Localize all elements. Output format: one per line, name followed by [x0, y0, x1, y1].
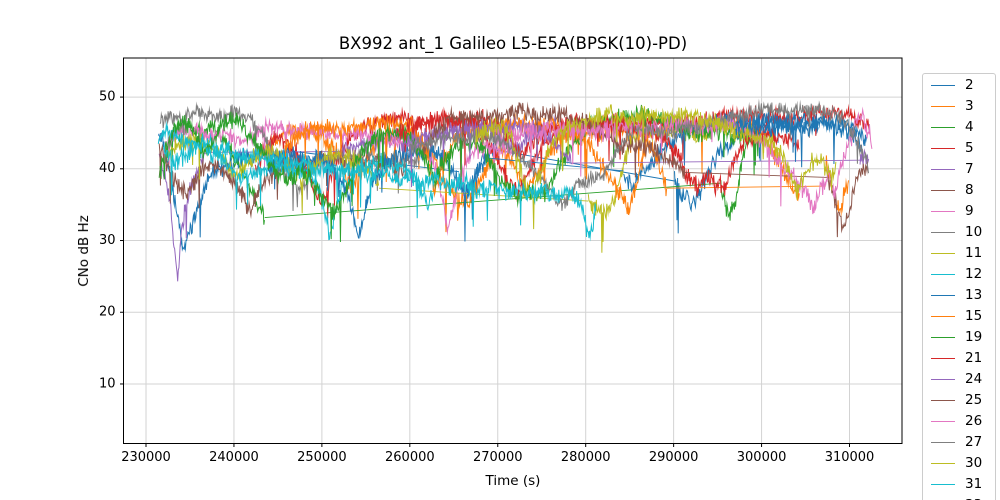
legend-line-swatch [931, 442, 955, 443]
legend-label: 9 [965, 202, 974, 219]
legend-line-swatch [931, 421, 955, 422]
legend-item: 5 [923, 138, 995, 159]
x-axis-label: Time (s) [485, 473, 541, 489]
legend-item: 19 [923, 327, 995, 348]
y-axis-label: CNo dB Hz [76, 215, 92, 287]
legend-line-swatch [931, 148, 955, 149]
legend-label: 13 [965, 286, 983, 303]
legend-line-swatch [931, 316, 955, 317]
legend-line-swatch [931, 463, 955, 464]
legend-label: 27 [965, 433, 983, 450]
legend-line-swatch [931, 358, 955, 359]
legend-label: 7 [965, 160, 974, 177]
legend-label: 31 [965, 475, 983, 492]
legend-line-swatch [931, 484, 955, 485]
legend-line-swatch [931, 127, 955, 128]
legend-item: 11 [923, 243, 995, 264]
legend-line-swatch [931, 295, 955, 296]
legend-item: 2 [923, 75, 995, 96]
legend-line-swatch [931, 85, 955, 86]
legend-line-swatch [931, 232, 955, 233]
legend-label: 30 [965, 454, 983, 471]
legend-item: 13 [923, 285, 995, 306]
legend-item: 12 [923, 264, 995, 285]
legend-line-swatch [931, 169, 955, 170]
legend-label: 4 [965, 118, 974, 135]
legend-label: 26 [965, 412, 983, 429]
legend-item: 7 [923, 159, 995, 180]
legend-line-swatch [931, 337, 955, 338]
legend-item: 4 [923, 117, 995, 138]
legend-label: 11 [965, 244, 983, 261]
legend-label: 5 [965, 139, 974, 156]
legend-label: 2 [965, 76, 974, 93]
legend-item: 3 [923, 96, 995, 117]
legend-label: 3 [965, 97, 974, 114]
legend-item: 31 [923, 474, 995, 495]
legend-label: 33 [965, 498, 982, 500]
legend-label: 21 [965, 349, 983, 366]
legend-label: 10 [965, 223, 983, 240]
legend-item: 8 [923, 180, 995, 201]
legend: 2 3 4 5 7 8 9 10 11 12 13 15 19 21 24 25 26 27 30 31 33 [922, 73, 996, 500]
legend-line-swatch [931, 190, 955, 191]
legend-item: 25 [923, 390, 995, 411]
legend-line-swatch [931, 379, 955, 380]
legend-item: 30 [923, 453, 995, 474]
chart-title: BX992 ant_1 Galileo L5-E5A(BPSK(10)-PD) [338, 34, 688, 53]
legend-item: 10 [923, 222, 995, 243]
legend-label: 15 [965, 307, 983, 324]
legend-line-swatch [931, 400, 955, 401]
legend-label: 25 [965, 391, 983, 408]
legend-item: 21 [923, 348, 995, 369]
legend-label: 8 [965, 181, 974, 198]
legend-label: 24 [965, 370, 983, 387]
legend-item: 24 [923, 369, 995, 390]
legend-item: 15 [923, 306, 995, 327]
legend-item: 33 [923, 495, 995, 500]
legend-item: 9 [923, 201, 995, 222]
legend-line-swatch [931, 211, 955, 212]
legend-line-swatch [931, 274, 955, 275]
legend-line-swatch [931, 253, 955, 254]
legend-label: 12 [965, 265, 983, 282]
legend-label: 19 [965, 328, 983, 345]
legend-item: 26 [923, 411, 995, 432]
legend-line-swatch [931, 106, 955, 107]
legend-item: 27 [923, 432, 995, 453]
